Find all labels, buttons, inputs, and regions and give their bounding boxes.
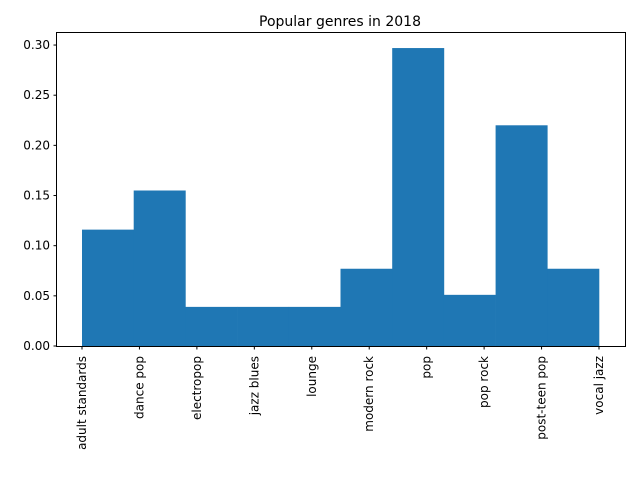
bar-pop (392, 48, 445, 347)
bar-jazz-blues (237, 306, 290, 347)
bar-dance-pop (133, 190, 186, 346)
x-tick-label-pop-rock: pop rock (477, 356, 491, 408)
y-tick-label: 0.10 (23, 239, 50, 253)
x-tick-label-post-teen-pop: post-teen pop (535, 356, 549, 440)
x-tick-label-vocal-jazz: vocal jazz (592, 356, 606, 415)
plot-frame (56, 32, 626, 347)
y-tick-label: 0.25 (23, 88, 50, 102)
y-tick-label: 0.20 (23, 138, 50, 152)
x-tick-label-jazz-blues: jazz blues (247, 356, 261, 416)
y-tick-label: 0.15 (23, 189, 50, 203)
bar-electropop (185, 306, 238, 347)
x-tick-label-pop: pop (420, 356, 434, 379)
bar-lounge (288, 306, 341, 347)
bar-post-teen-pop (495, 125, 548, 346)
bars-group (82, 48, 600, 347)
bar-vocal-jazz (547, 268, 600, 346)
x-tick-label-lounge: lounge (305, 356, 319, 397)
x-tick-label-adult-standards: adult standards (75, 356, 89, 450)
y-tick-label: 0.05 (23, 289, 50, 303)
bar-adult-standards (82, 229, 134, 346)
x-tick-label-electropop: electropop (190, 356, 204, 420)
y-axis: 0.00 0.05 0.10 0.15 0.20 0.25 0.30 (23, 38, 57, 353)
x-tick-label-modern-rock: modern rock (362, 356, 376, 432)
x-tick-label-dance-pop: dance pop (132, 356, 146, 419)
chart-title: Popular genres in 2018 (259, 14, 421, 30)
y-tick-label: 0.30 (23, 38, 50, 52)
x-axis: adult standards dance pop electropop jazz b… (75, 346, 606, 450)
bar-modern-rock (340, 268, 393, 346)
bar-pop-rock (443, 294, 496, 346)
y-tick-label: 0.00 (23, 339, 50, 353)
